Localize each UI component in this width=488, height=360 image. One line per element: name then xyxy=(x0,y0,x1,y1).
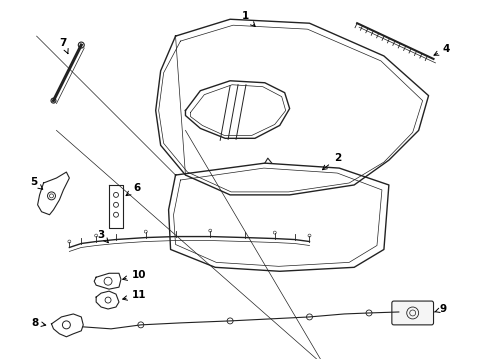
Text: 1: 1 xyxy=(241,11,255,26)
Text: 10: 10 xyxy=(122,270,146,280)
Text: 8: 8 xyxy=(31,318,46,328)
Text: 4: 4 xyxy=(433,44,449,55)
Text: 6: 6 xyxy=(126,183,140,195)
Text: 2: 2 xyxy=(322,153,340,170)
Text: 7: 7 xyxy=(60,38,68,54)
Text: 5: 5 xyxy=(30,177,42,189)
Text: 11: 11 xyxy=(122,290,146,300)
Text: 3: 3 xyxy=(97,230,108,243)
Text: 9: 9 xyxy=(433,304,446,314)
FancyBboxPatch shape xyxy=(391,301,433,325)
